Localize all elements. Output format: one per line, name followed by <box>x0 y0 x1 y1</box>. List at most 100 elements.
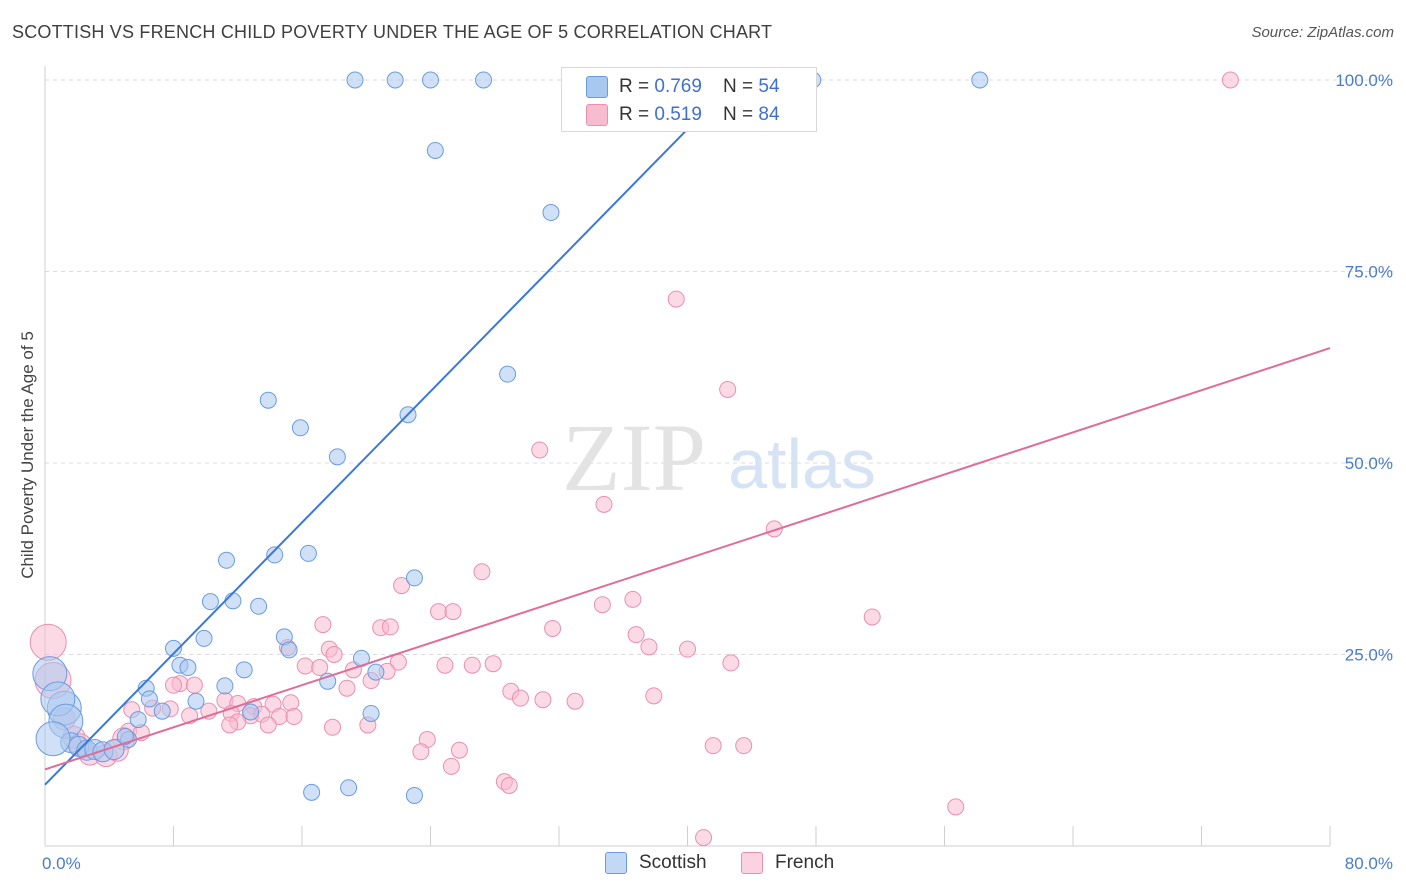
source-note: Source: ZipAtlas.com <box>1251 24 1394 41</box>
scottish-point <box>179 659 197 677</box>
french-trend-line <box>44 347 1331 771</box>
french-legend-swatch <box>741 852 763 874</box>
scottish-point <box>195 629 213 647</box>
scottish-point <box>542 204 560 222</box>
french-point <box>704 737 722 755</box>
french-point <box>473 563 491 581</box>
scottish-point <box>250 597 268 615</box>
scottish-point <box>153 702 171 720</box>
french-point <box>185 676 203 694</box>
scottish-point <box>140 690 158 708</box>
scottish-point <box>187 692 205 710</box>
french-point <box>259 716 277 734</box>
french-point <box>595 495 613 513</box>
scottish-point <box>280 641 298 659</box>
french-point <box>735 737 753 755</box>
french-point <box>221 716 239 734</box>
n-label: N = <box>723 76 759 97</box>
scottish-point <box>116 727 134 745</box>
french-point <box>344 661 362 679</box>
scottish-legend-swatch <box>605 852 627 874</box>
french-point <box>645 687 663 705</box>
french-point <box>484 655 502 673</box>
french-point <box>430 603 448 621</box>
french-point <box>863 608 881 626</box>
french-point <box>165 676 182 694</box>
french-point <box>381 618 399 636</box>
scottish-point <box>242 703 260 721</box>
chart-title: SCOTTISH VS FRENCH CHILD POVERTY UNDER T… <box>12 22 773 42</box>
french-point <box>624 590 642 608</box>
y-tick-label: 100.0% <box>1335 71 1393 90</box>
scottish-point <box>291 419 309 437</box>
n-label: N = <box>723 104 759 125</box>
french-point <box>679 640 696 658</box>
legend-item-scottish[interactable]: Scottish <box>605 852 707 874</box>
french-point <box>640 638 658 656</box>
french-point <box>695 829 713 847</box>
scottish-point <box>405 569 423 587</box>
legend-label-scottish: Scottish <box>639 852 707 873</box>
french-point <box>719 380 737 398</box>
french-point <box>511 689 529 707</box>
scottish-point <box>386 71 404 89</box>
scottish-point <box>362 704 380 722</box>
scottish-point <box>218 551 236 569</box>
french-point <box>722 654 740 672</box>
scottish-swatch <box>586 76 608 98</box>
scottish-point <box>499 365 517 383</box>
watermark-atlas: atlas <box>728 425 876 503</box>
french-swatch <box>586 104 608 126</box>
scottish-point <box>340 779 358 797</box>
scottish-point <box>328 448 346 466</box>
watermark-zip: ZIP <box>562 404 706 511</box>
x-tick-label: 80.0% <box>1345 854 1393 873</box>
n-value-french: 84 <box>758 104 780 125</box>
french-point <box>324 718 342 736</box>
scottish-point <box>201 593 219 611</box>
r-label: R = <box>619 104 655 125</box>
french-point <box>593 596 611 614</box>
french-point <box>500 776 518 794</box>
tick-labels: 25.0% 50.0% 75.0% 100.0% 0.0% 80.0% <box>42 71 1393 873</box>
french-point <box>436 656 454 674</box>
french-point <box>444 603 462 621</box>
french-point <box>450 741 468 759</box>
y-tick-label: 50.0% <box>1345 454 1393 473</box>
scottish-point <box>475 71 493 89</box>
r-value-scottish: 0.769 <box>654 76 702 97</box>
french-point <box>667 290 685 308</box>
french-point <box>412 743 430 761</box>
scottish-point <box>235 661 253 679</box>
scottish-point <box>224 592 242 610</box>
french-point <box>311 659 329 677</box>
scottish-point <box>129 711 147 729</box>
french-point <box>442 757 460 775</box>
scottish-point <box>426 141 444 159</box>
scottish-point <box>422 71 439 89</box>
scottish-point <box>299 544 317 562</box>
x-tick-label: 0.0% <box>42 854 81 873</box>
legend-label-french: French <box>775 852 835 873</box>
scottish-point <box>266 546 284 564</box>
french-point <box>544 619 562 637</box>
trend-lines <box>44 79 1331 786</box>
series-legend: Scottish French <box>0 852 1406 878</box>
scottish-point <box>259 391 277 409</box>
french-point <box>765 520 783 538</box>
french-point <box>296 657 314 675</box>
watermark: ZIP atlas <box>562 404 876 511</box>
french-point <box>534 691 552 709</box>
french-point <box>282 694 300 712</box>
scottish-point <box>216 677 234 695</box>
french-point <box>393 577 411 595</box>
french-point <box>947 798 965 816</box>
n-value-scottish: 54 <box>758 76 780 97</box>
french-point <box>531 441 549 459</box>
french-point <box>285 708 303 726</box>
stats-legend: R = 0.769 N = 54 R = 0.519 N = 84 <box>561 67 817 132</box>
french-point <box>314 616 332 634</box>
legend-item-french[interactable]: French <box>741 852 834 874</box>
scottish-point <box>971 71 989 89</box>
